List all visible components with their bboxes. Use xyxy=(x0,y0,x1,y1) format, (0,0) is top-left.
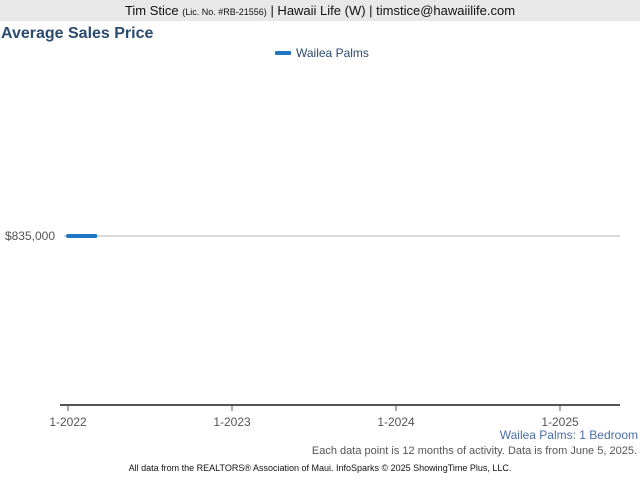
header-bar: Tim Stice (Lic. No. #RB-21556) | Hawaii … xyxy=(0,0,640,21)
x-tick-label: 1-2024 xyxy=(377,415,415,429)
legend-swatch xyxy=(275,51,291,55)
x-tick-label: 1-2023 xyxy=(213,415,251,429)
chart-title: Average Sales Price xyxy=(1,25,154,42)
brokerage-contact: | Hawaii Life (W) | timstice@hawaiilife.… xyxy=(270,3,516,18)
x-tick-label: 1-2022 xyxy=(49,415,87,429)
agent-name: Tim Stice xyxy=(124,3,179,18)
footer-credit: All data from the REALTORS® Association … xyxy=(128,463,512,473)
chart-subtitle: Wailea Palms: 1 Bedroom xyxy=(499,428,638,442)
data-note: Each data point is 12 months of activity… xyxy=(311,445,637,457)
y-tick-label: $835,000 xyxy=(5,229,55,243)
chart-legend: Wailea Palms xyxy=(275,45,369,61)
license-number: (Lic. No. #RB-21556) xyxy=(182,7,267,17)
legend-label: Wailea Palms xyxy=(296,46,369,60)
x-tick-label: 1-2025 xyxy=(541,415,579,429)
